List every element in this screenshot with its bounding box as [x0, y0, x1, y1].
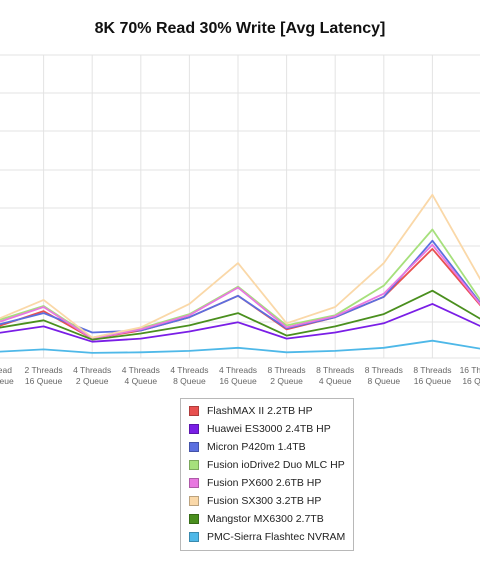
legend-swatch — [189, 406, 199, 416]
x-tick-label-line: 8 Queue — [173, 376, 206, 386]
grid-lines — [0, 54, 480, 359]
legend-label: Fusion SX300 3.2TB HP — [207, 495, 322, 507]
x-tick-label-line: 2 Threads — [25, 365, 63, 375]
x-tick-label-line: 8 Queue — [367, 376, 400, 386]
x-tick-label: 8 Threads 8 Queue — [365, 365, 403, 386]
legend-item[interactable]: Fusion PX600 2.6TB HP — [181, 474, 353, 492]
x-tick-label-line: 16 Queue — [0, 376, 14, 386]
series-line-1 — [0, 302, 480, 343]
legend: FlashMAX II 2.2TB HP Huawei ES3000 2.4TB … — [180, 398, 354, 551]
x-tick-label-line: 8 Threads — [413, 365, 451, 375]
x-tick-label: 4 Threads 16 Queue — [219, 365, 257, 386]
legend-item[interactable]: FlashMAX II 2.2TB HP — [181, 402, 353, 420]
legend-item[interactable]: Huawei ES3000 2.4TB HP — [181, 420, 353, 438]
legend-label: Fusion PX600 2.6TB HP — [207, 477, 322, 489]
series-line-7 — [0, 339, 480, 354]
series-line-4 — [0, 243, 480, 340]
x-tick-label-line: 8 Threads — [268, 365, 306, 375]
legend-label: Mangstor MX6300 2.7TB — [207, 513, 324, 525]
x-tick-label-line: 8 Threads — [316, 365, 354, 375]
x-tick-label-line: 16 Queue — [414, 376, 452, 386]
x-tick-label: 4 Threads 8 Queue — [170, 365, 208, 386]
x-tick-label-line: 1 Thread — [0, 365, 12, 375]
legend-item[interactable]: Mangstor MX6300 2.7TB — [181, 510, 353, 528]
x-tick-label: 8 Threads 4 Queue — [316, 365, 354, 386]
legend-swatch — [189, 478, 199, 488]
legend-label: FlashMAX II 2.2TB HP — [207, 405, 313, 417]
legend-swatch — [189, 496, 199, 506]
legend-item[interactable]: Fusion SX300 3.2TB HP — [181, 492, 353, 510]
x-tick-label-line: 16 Threads — [460, 365, 480, 375]
legend-item[interactable]: Micron P420m 1.4TB — [181, 438, 353, 456]
legend-swatch — [189, 424, 199, 434]
legend-label: Huawei ES3000 2.4TB HP — [207, 423, 331, 435]
x-tick-label-line: 16 Queue — [462, 376, 480, 386]
series-line-2 — [0, 239, 480, 334]
legend-swatch — [189, 460, 199, 470]
legend-label: Fusion ioDrive2 Duo MLC HP — [207, 459, 345, 471]
x-tick-label-line: 2 Queue — [270, 376, 303, 386]
legend-swatch — [189, 514, 199, 524]
legend-item[interactable]: PMC-Sierra Flashtec NVRAM — [181, 528, 353, 546]
x-tick-label: 2 Threads 16 Queue — [25, 365, 63, 386]
x-tick-label: 1 Thread16 Queue — [0, 365, 14, 386]
x-tick-label: 4 Threads 2 Queue — [73, 365, 111, 386]
legend-swatch — [189, 532, 199, 542]
series-line-5 — [0, 193, 480, 339]
x-tick-label-line: 4 Queue — [319, 376, 352, 386]
x-tick-label-line: 4 Threads — [170, 365, 208, 375]
chart-title: 8K 70% Read 30% Write [Avg Latency] — [94, 20, 386, 37]
x-tick-label-line: 2 Queue — [76, 376, 109, 386]
x-tick-label-line: 4 Threads — [122, 365, 160, 375]
legend-label: Micron P420m 1.4TB — [207, 441, 306, 453]
x-tick-label-line: 4 Threads — [219, 365, 257, 375]
x-tick-label-line: 16 Queue — [219, 376, 257, 386]
series-line-6 — [0, 289, 480, 341]
x-tick-label-line: 8 Threads — [365, 365, 403, 375]
x-tick-label: 8 Threads 2 Queue — [268, 365, 306, 386]
x-tick-label: 4 Threads 4 Queue — [122, 365, 160, 386]
legend-label: PMC-Sierra Flashtec NVRAM — [207, 531, 346, 543]
x-tick-label-line: 4 Queue — [124, 376, 157, 386]
x-tick-label-line: 4 Threads — [73, 365, 111, 375]
series-lines — [0, 193, 480, 354]
x-tick-label: 8 Threads 16 Queue — [413, 365, 451, 386]
legend-swatch — [189, 442, 199, 452]
x-tick-label-line: 16 Queue — [25, 376, 63, 386]
legend-item[interactable]: Fusion ioDrive2 Duo MLC HP — [181, 456, 353, 474]
